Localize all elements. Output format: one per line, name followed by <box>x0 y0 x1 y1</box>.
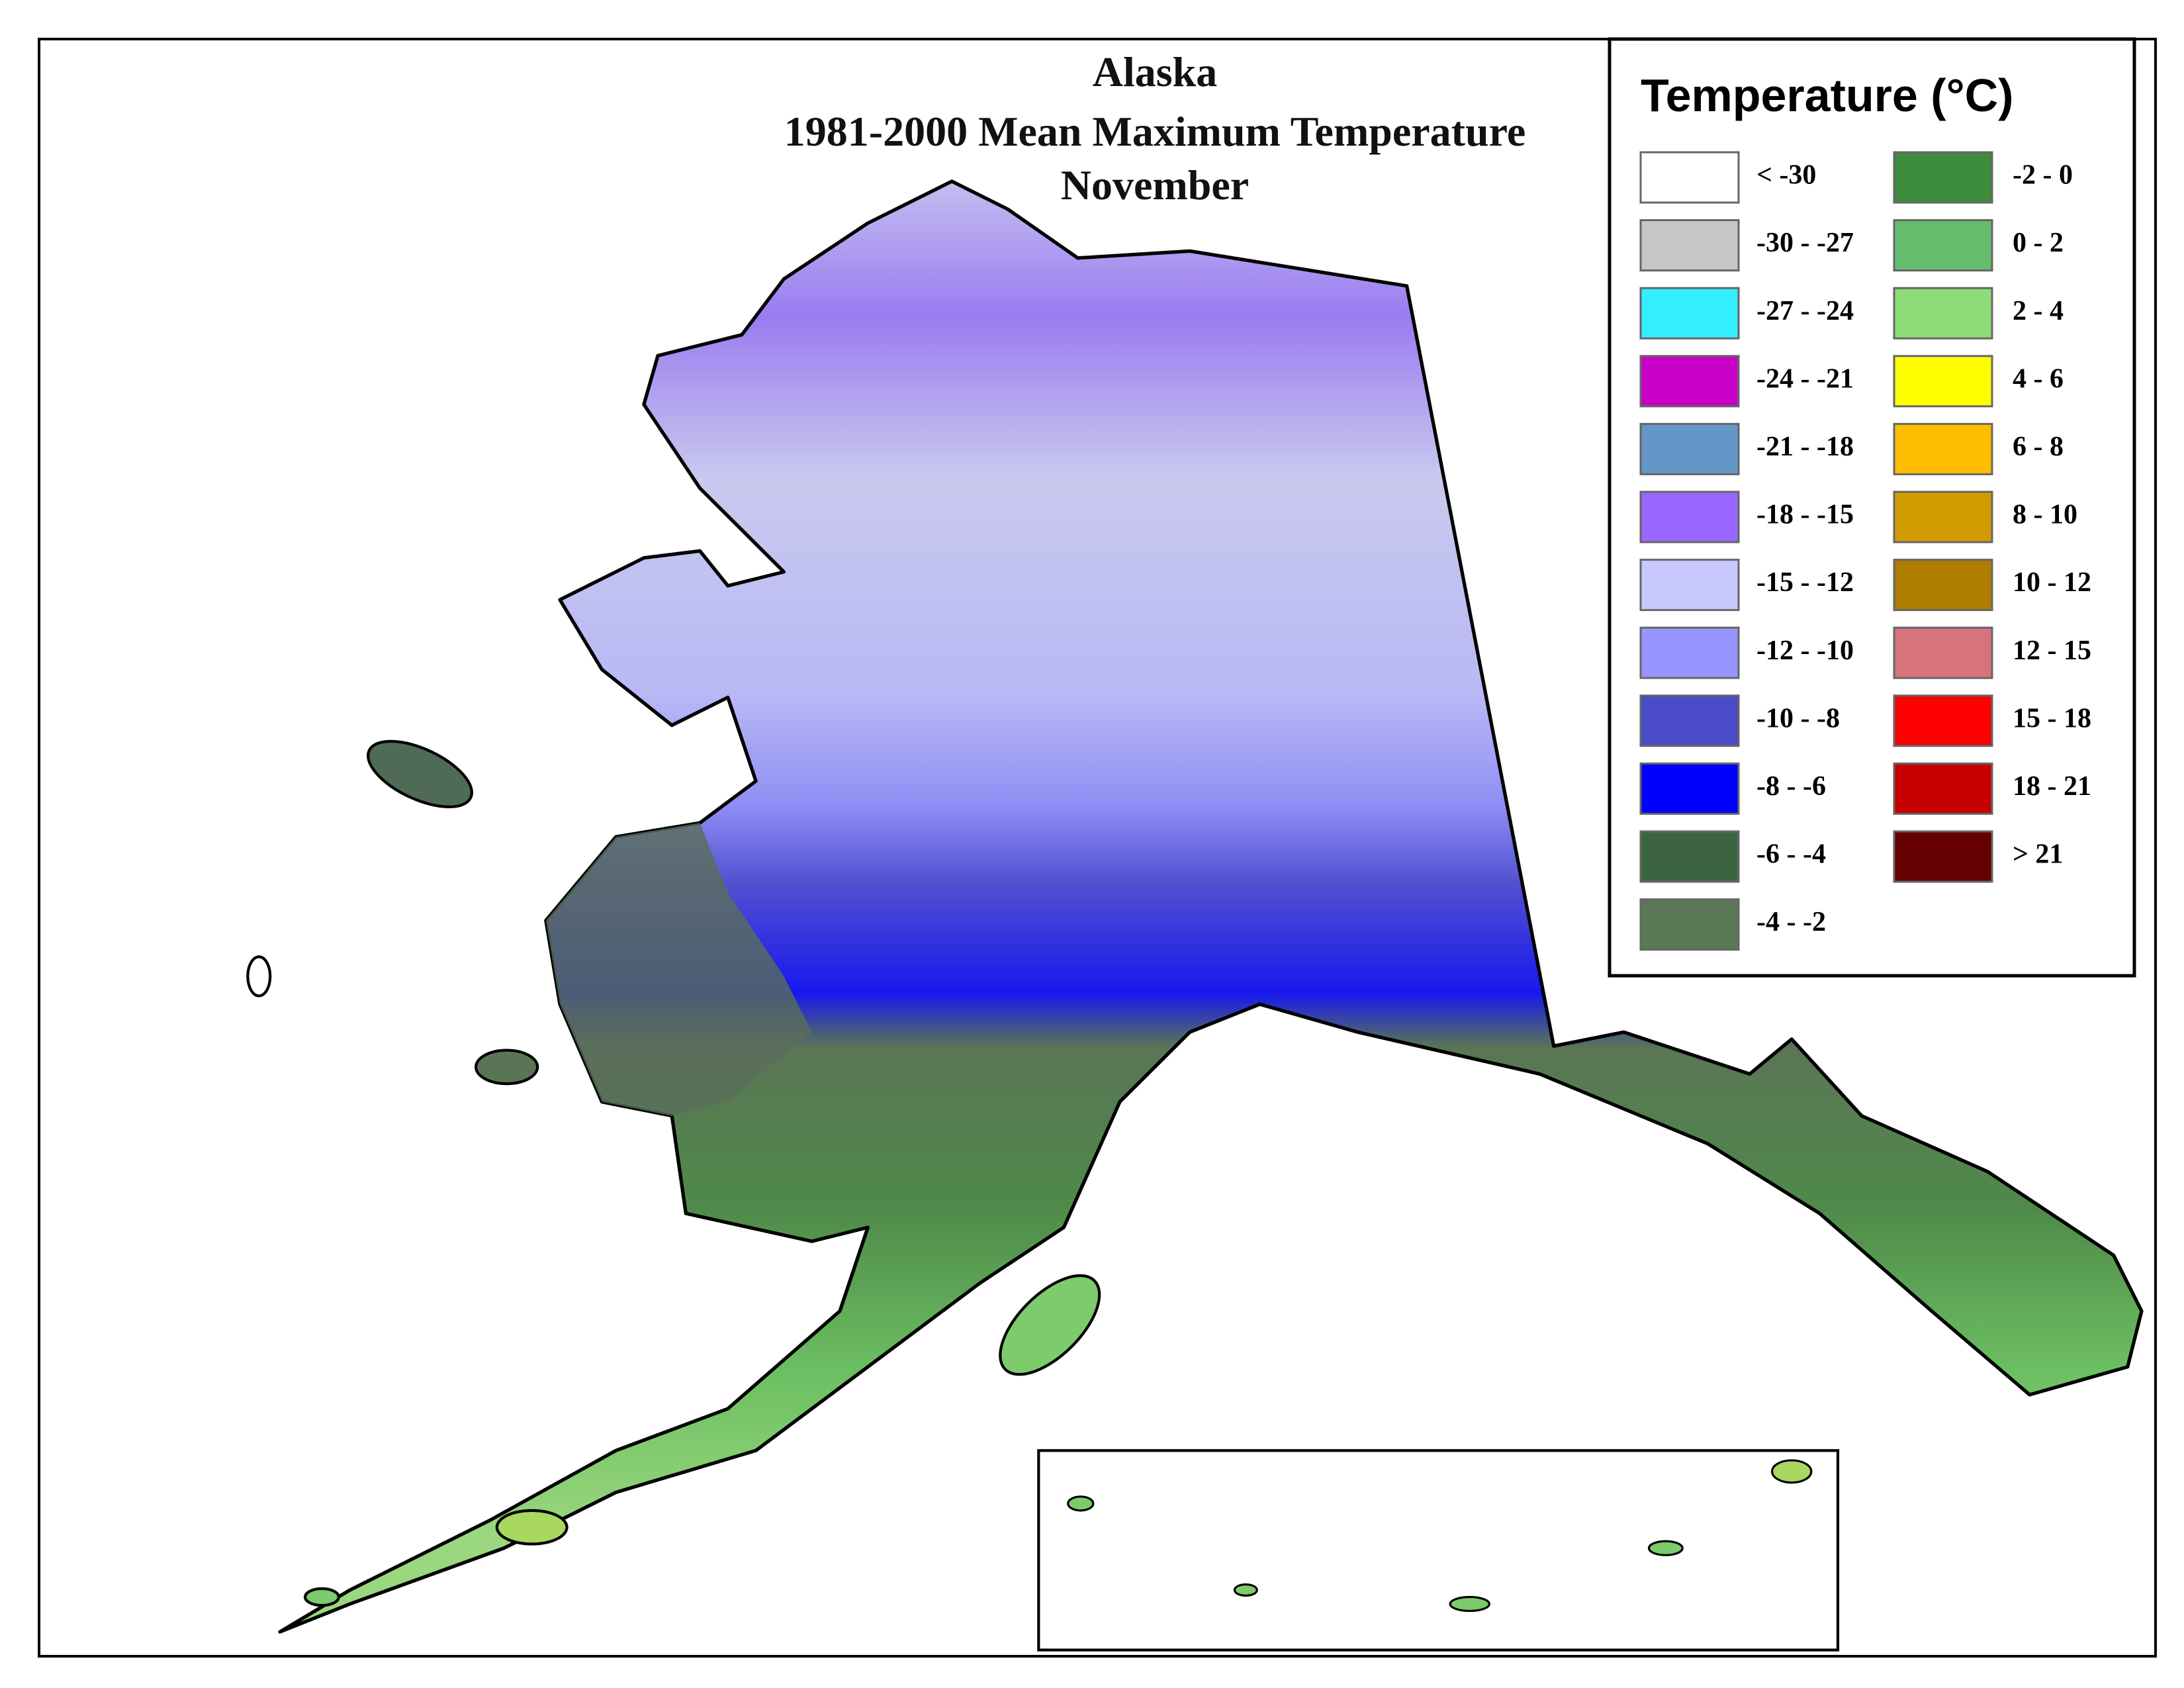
legend-swatch <box>1639 151 1740 204</box>
legend-title: Temperature (°C) <box>1641 70 2013 121</box>
legend-label: -15 - -12 <box>1756 567 1854 598</box>
legend-label: -8 - -6 <box>1756 771 1826 802</box>
legend-label: -30 - -27 <box>1756 228 1854 258</box>
legend-swatch <box>1893 287 1993 340</box>
legend-swatch <box>1639 491 1740 543</box>
aleutian-island <box>303 1587 340 1607</box>
legend-swatch <box>1893 355 1993 408</box>
title-line: November <box>1061 162 1249 209</box>
legend-swatch <box>1893 626 1993 679</box>
legend-swatch <box>1639 559 1740 612</box>
inset-islands <box>1067 1459 1813 1613</box>
legend-label: -21 - -18 <box>1756 432 1854 462</box>
legend-label: 6 - 8 <box>2013 432 2064 462</box>
legend-label: -18 - -15 <box>1756 500 1854 530</box>
legend-label: 4 - 6 <box>2013 363 2064 394</box>
alaska-map <box>246 179 2144 1652</box>
legend-label: > 21 <box>2013 839 2063 870</box>
legend-swatch <box>1893 830 1993 883</box>
legend-swatch <box>1893 694 1993 747</box>
legend-swatch <box>1639 694 1740 747</box>
kodiak-island <box>999 1274 1101 1376</box>
western-lowland <box>545 823 812 1116</box>
inset-frame <box>1037 1449 1840 1652</box>
legend-label: 2 - 4 <box>2013 296 2064 326</box>
title-line: Alaska <box>1093 48 1218 95</box>
legend-label: 0 - 2 <box>2013 228 2064 258</box>
mainland <box>278 179 2144 1634</box>
st-lawrence-island <box>367 739 473 808</box>
aleutian-island <box>495 1509 569 1546</box>
legend-swatch <box>1639 762 1740 815</box>
legend-swatch <box>1639 898 1740 951</box>
legend-swatch <box>1639 422 1740 475</box>
nunivak-island <box>474 1049 539 1086</box>
legend-swatch <box>1893 762 1993 815</box>
legend-swatch <box>1893 559 1993 612</box>
legend-items: < -30 -30 - -27 -27 - -24 -24 - -21 -21 - -1… <box>1639 151 2091 951</box>
legend-swatch <box>1893 219 1993 272</box>
legend-swatch <box>1893 422 1993 475</box>
legend-swatch <box>1893 151 1993 204</box>
legend-label: -24 - -21 <box>1756 363 1854 394</box>
legend-label: 18 - 21 <box>2013 771 2091 802</box>
legend-label: 12 - 15 <box>2013 635 2091 666</box>
legend-label: 10 - 12 <box>2013 567 2091 598</box>
legend-label: 8 - 10 <box>2013 500 2077 530</box>
legend-label: -4 - -2 <box>1756 907 1826 937</box>
legend-swatch <box>1893 491 1993 543</box>
legend-swatch <box>1639 830 1740 883</box>
legend-label: 15 - 18 <box>2013 703 2091 733</box>
legend-swatch <box>1639 355 1740 408</box>
legend-swatch <box>1639 287 1740 340</box>
small-island <box>246 955 272 998</box>
legend-label: < -30 <box>1756 160 1816 191</box>
legend-label: -2 - 0 <box>2013 160 2073 191</box>
legend-label: -12 - -10 <box>1756 635 1854 666</box>
legend-swatch <box>1639 219 1740 272</box>
legend-label: -6 - -4 <box>1756 839 1826 870</box>
legend-label: -10 - -8 <box>1756 703 1840 733</box>
legend-swatch <box>1639 626 1740 679</box>
legend-label: -27 - -24 <box>1756 296 1854 326</box>
title-line: 1981-2000 Mean Maximum Temperature <box>784 108 1525 155</box>
